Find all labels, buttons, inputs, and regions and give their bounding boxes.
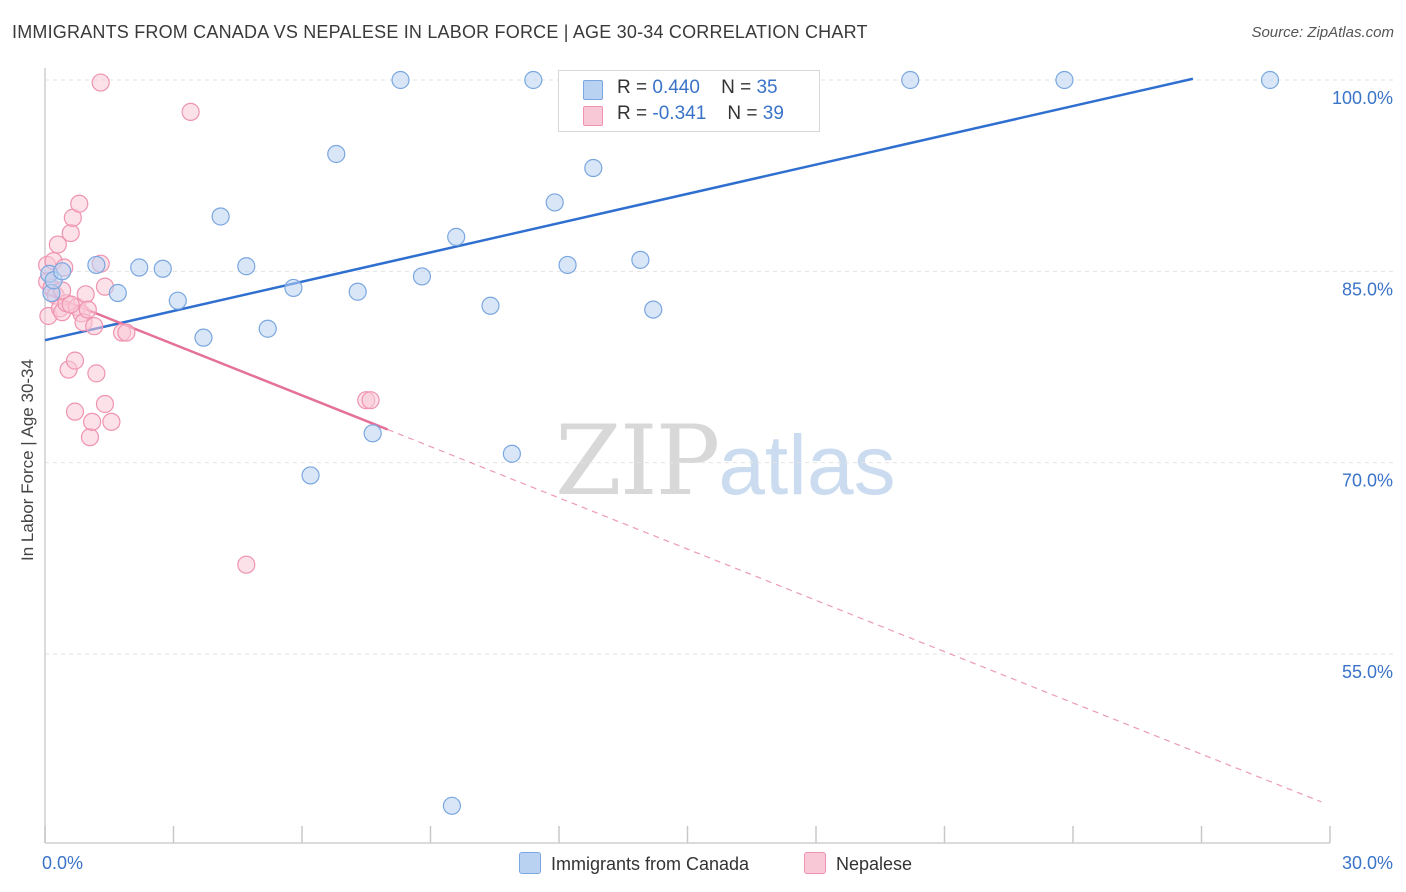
- canada-point: [481, 296, 500, 315]
- canada-point: [502, 444, 521, 463]
- nepalese-point: [76, 285, 95, 304]
- bottom-legend-canada[interactable]: Immigrants from Canada: [519, 852, 749, 875]
- canada-point: [545, 193, 564, 212]
- bottom-legend-nepalese[interactable]: Nepalese: [804, 852, 912, 875]
- canada-point: [348, 282, 367, 301]
- canada-point: [363, 424, 382, 443]
- y-tick-label: 100.0%: [1332, 88, 1393, 108]
- nepalese-point: [85, 317, 104, 336]
- bottom-legend-label-canada: Immigrants from Canada: [551, 854, 750, 874]
- canada-point: [412, 267, 432, 286]
- nepalese-point: [65, 351, 85, 370]
- r-label: R =: [617, 103, 648, 124]
- canada-point: [130, 258, 149, 277]
- bottom-legend-label-nepalese: Nepalese: [836, 854, 913, 874]
- canada-point: [301, 466, 320, 485]
- nepalese-point: [78, 300, 97, 319]
- nepalese-point: [70, 194, 89, 213]
- chart-source: Source: ZipAtlas.com: [1251, 24, 1394, 41]
- canada-point: [258, 319, 277, 338]
- nepalese-point: [181, 102, 200, 121]
- nepalese-r-value: -0.341: [652, 103, 707, 124]
- canada-n-value: 35: [756, 77, 778, 98]
- canada-point: [558, 255, 577, 275]
- nepalese-point: [87, 364, 106, 383]
- canada-point: [327, 144, 346, 164]
- bottom-legend-swatch-nepalese: [804, 852, 826, 874]
- nepalese-point: [102, 412, 121, 431]
- canada-point: [901, 70, 920, 90]
- canada-point: [237, 257, 256, 276]
- canada-r-value: 0.440: [652, 77, 700, 98]
- canada-point: [447, 227, 466, 246]
- legend-swatch-canada: [583, 80, 603, 100]
- nepalese-n-value: 39: [762, 103, 784, 124]
- canada-point: [524, 70, 543, 90]
- canada-point: [644, 300, 663, 319]
- nepalese-trend-extension: [387, 428, 1322, 803]
- x-tick-label-max: 30.0%: [1342, 853, 1393, 873]
- chart-title: IMMIGRANTS FROM CANADA VS NEPALESE IN LA…: [12, 22, 868, 42]
- canada-point: [211, 207, 230, 226]
- canada-point: [87, 255, 106, 275]
- nepalese-point: [48, 235, 67, 254]
- nepalese-point: [61, 295, 80, 314]
- canada-point: [168, 291, 187, 310]
- nepalese-point: [65, 402, 85, 421]
- canada-point: [631, 250, 650, 269]
- stats-legend: R = 0.440 N = 35 R = -0.341 N = 39: [558, 70, 820, 132]
- y-tick-label: 70.0%: [1342, 471, 1393, 491]
- canada-point: [284, 278, 303, 298]
- nepalese-point: [80, 428, 100, 447]
- axes: [44, 68, 1331, 844]
- canada-point: [53, 262, 72, 281]
- nepalese-point: [237, 555, 256, 574]
- canada-point: [391, 70, 410, 90]
- r-label: R =: [617, 77, 648, 98]
- canada-trend-line: [44, 77, 1194, 342]
- legend-text-nepalese: R = -0.341 N = 39: [617, 103, 784, 125]
- nepalese-point: [91, 73, 110, 92]
- nepalese-trend-line: [44, 291, 389, 431]
- data-points: [38, 70, 1280, 815]
- y-tick-label: 85.0%: [1342, 279, 1393, 299]
- nepalese-point: [83, 412, 102, 431]
- nepalese-point: [95, 394, 115, 414]
- canada-point: [1260, 70, 1280, 90]
- x-tick-label-min: 0.0%: [42, 853, 83, 873]
- trend-lines: [44, 77, 1322, 803]
- canada-point: [1055, 70, 1074, 90]
- n-label: N =: [721, 77, 752, 98]
- legend-swatch-nepalese: [583, 106, 603, 126]
- legend-text-canada: R = 0.440 N = 35: [617, 77, 778, 99]
- canada-point: [108, 283, 127, 303]
- canada-point: [153, 259, 172, 278]
- nepalese-point: [61, 223, 80, 243]
- canada-point: [584, 158, 603, 178]
- canada-point: [194, 328, 213, 347]
- y-tick-label: 55.0%: [1342, 662, 1393, 682]
- canada-point: [442, 796, 462, 815]
- watermark: ZIPatlas: [555, 405, 896, 517]
- watermark-zip: ZIP: [555, 405, 720, 517]
- bottom-legend-swatch-canada: [519, 852, 541, 874]
- watermark-atlas: atlas: [718, 418, 896, 512]
- nepalese-point: [361, 391, 380, 410]
- nepalese-point: [117, 323, 136, 342]
- n-label: N =: [727, 103, 758, 124]
- tick-labels: 100.0% 85.0% 70.0% 55.0% 0.0% 30.0%: [42, 88, 1393, 873]
